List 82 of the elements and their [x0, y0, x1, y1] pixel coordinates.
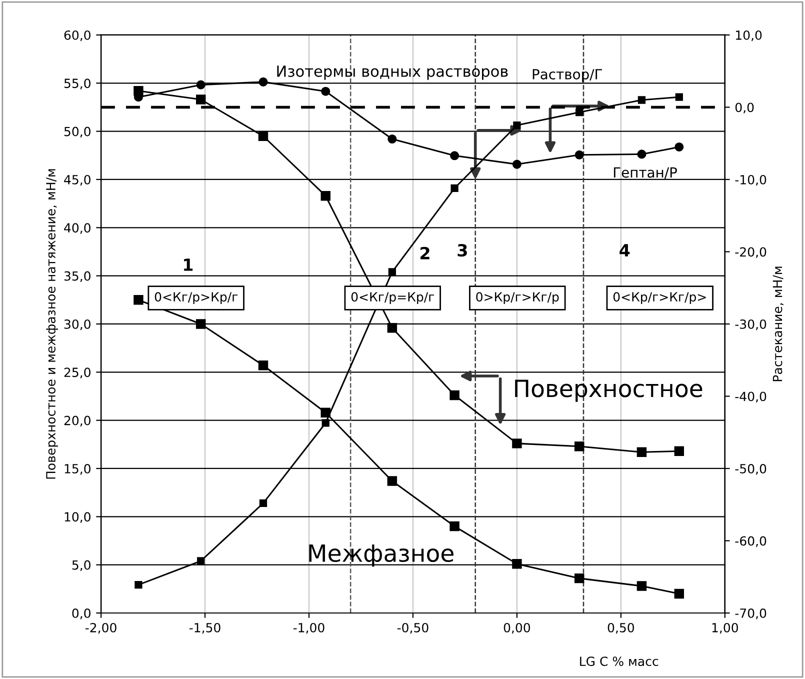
series-label: Поверхностное	[515, 380, 702, 402]
y2-axis-title: Растекание, мН/м	[772, 266, 784, 382]
y2-tick-label: -10,0	[735, 174, 766, 186]
text: Изотермы водных растворов	[277, 66, 508, 80]
point	[574, 441, 584, 452]
annotation: 1	[184, 258, 193, 271]
x-tick-label: 0,00	[504, 622, 530, 634]
point	[450, 390, 460, 400]
annotation: 4	[620, 244, 630, 256]
point	[674, 142, 684, 152]
annotation: 3	[458, 244, 467, 257]
y-tick-label: 30,0	[64, 319, 90, 330]
x-tick-label: -1,00	[293, 622, 324, 634]
point	[450, 184, 458, 192]
point	[638, 96, 646, 104]
y-tick-label: 50,0	[64, 126, 90, 138]
point	[196, 319, 206, 329]
y-tick-label: 35,0	[64, 271, 90, 282]
y2-tick-label: -20,0	[735, 247, 766, 258]
annotation: 0<Кр/г>Кг/р>	[613, 292, 706, 304]
point	[196, 80, 206, 90]
y2-tick-label: -40,0	[735, 392, 766, 402]
point	[388, 268, 396, 276]
y2-tick-label: -30,0	[735, 319, 766, 330]
point	[388, 134, 397, 144]
y2-tick-label: -60,0	[735, 536, 766, 547]
point	[196, 94, 206, 104]
y-tick-label: 0,0	[72, 608, 90, 620]
point	[197, 557, 205, 565]
annotation: 2	[420, 246, 430, 260]
y-tick-label: 5,0	[72, 560, 90, 572]
annotation: 0>Кр/г>Кг/р	[476, 292, 559, 304]
annotation: 0<Кг/р=Кр/г	[351, 292, 434, 304]
y2-tick-label: -50,0	[735, 464, 766, 475]
point	[513, 121, 521, 130]
y-tick-label: 45,0	[64, 174, 90, 186]
series-label: Раствор/Г	[532, 69, 602, 82]
y-tick-label: 55,0	[64, 78, 90, 90]
point	[636, 447, 647, 457]
series-label: Межфазное	[309, 544, 454, 567]
y2-tick-label: 0,0	[735, 102, 754, 114]
point	[512, 160, 522, 169]
point	[321, 86, 330, 96]
point	[450, 521, 460, 532]
x-tick-label: -0,50	[397, 622, 428, 634]
point	[387, 322, 398, 333]
x-tick-label: 0,50	[608, 622, 634, 634]
x-tick-label: -1,50	[189, 622, 220, 634]
point	[387, 476, 398, 486]
point	[134, 581, 142, 589]
point	[259, 499, 268, 507]
y-axis-title: Поверхностное и межфазное натяжение, мН/м	[46, 169, 58, 479]
point	[258, 131, 268, 141]
y-tick-label: 40,0	[64, 223, 90, 234]
point	[636, 581, 647, 591]
point	[322, 419, 330, 427]
x-tick-label: -2,00	[85, 622, 116, 634]
y2-tick-label: 10,0	[736, 30, 762, 42]
point	[675, 93, 683, 101]
y-tick-label: 15,0	[64, 464, 90, 475]
point	[450, 151, 460, 160]
y-tick-label: 25,0	[64, 368, 90, 378]
point	[512, 438, 522, 448]
point	[258, 77, 268, 86]
point	[637, 150, 646, 159]
y-tick-label: 20,0	[64, 416, 90, 427]
y-tick-label: 60,0	[64, 30, 90, 42]
x-tick-label: 1,00	[712, 622, 738, 634]
point	[674, 588, 684, 599]
point	[574, 573, 584, 584]
point	[320, 190, 330, 201]
point	[674, 446, 684, 456]
point	[134, 295, 144, 305]
annotation: 0<Кг/р>Кр/г	[154, 292, 238, 304]
point	[576, 108, 584, 116]
point	[512, 559, 522, 569]
x-axis-title: LG C % масс	[580, 656, 658, 666]
point	[574, 150, 584, 160]
point	[258, 360, 268, 370]
series-label: Гептан/Р	[614, 167, 677, 179]
y2-tick-label: -70,0	[735, 608, 766, 620]
y-tick-label: 10,0	[64, 512, 90, 523]
